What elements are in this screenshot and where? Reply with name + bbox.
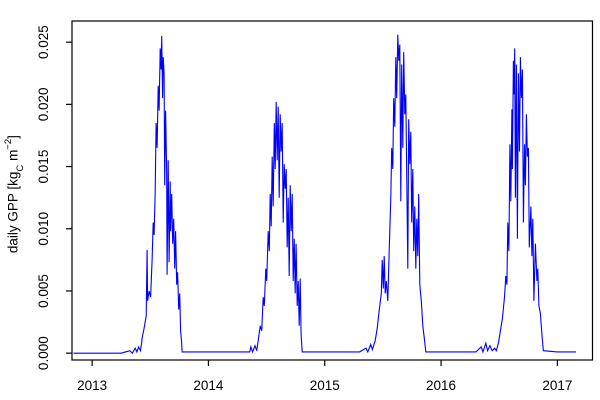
y-tick-label: 0.025 bbox=[36, 25, 51, 59]
x-tick-label: 2015 bbox=[310, 378, 340, 393]
y-tick-label: 0.010 bbox=[36, 212, 51, 246]
x-tick-label: 2017 bbox=[542, 378, 572, 393]
x-tick-label: 2013 bbox=[77, 378, 107, 393]
y-tick-label: 0.000 bbox=[36, 336, 51, 370]
y-axis-title-mid: m bbox=[5, 149, 21, 165]
y-tick-label: 0.015 bbox=[36, 150, 51, 184]
y-axis-title-prefix: daily GPP [kg bbox=[5, 171, 21, 254]
plot-border bbox=[71, 20, 594, 361]
x-tick-label: 2016 bbox=[426, 378, 456, 393]
y-axis-title: daily GPP [kgC m−2] bbox=[2, 94, 27, 294]
y-axis-title-sub: C bbox=[15, 164, 27, 172]
y-axis-title-sup: −2 bbox=[2, 138, 14, 150]
x-tick-label: 2014 bbox=[193, 378, 224, 393]
gpp-line bbox=[73, 34, 576, 355]
y-tick-label: 0.005 bbox=[36, 274, 51, 308]
y-tick-label: 0.020 bbox=[36, 87, 51, 121]
